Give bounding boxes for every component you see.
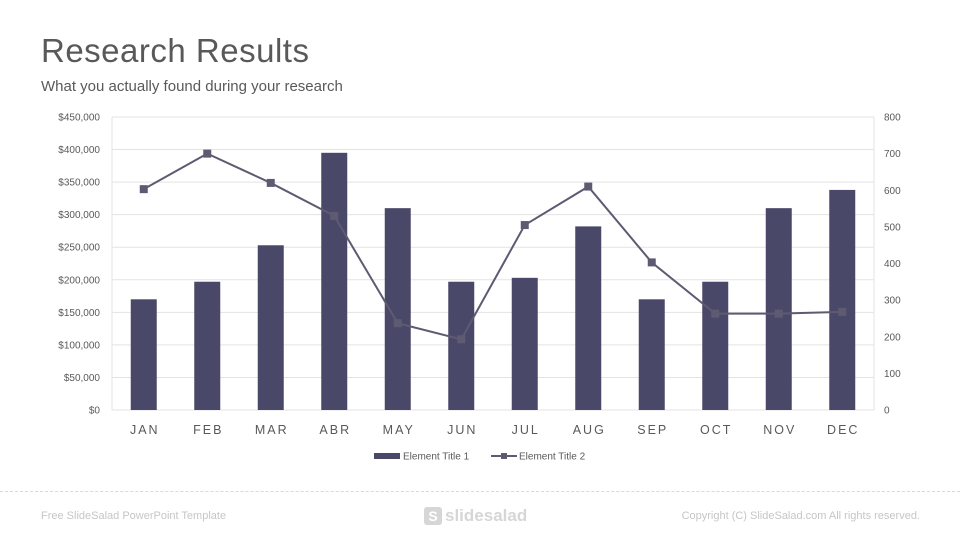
right-axis-tick-label: 700 bbox=[884, 149, 901, 160]
right-axis-tick-label: 0 bbox=[884, 406, 890, 417]
line-series bbox=[139, 149, 847, 344]
bar-jan bbox=[130, 299, 157, 410]
category-label: DEC bbox=[827, 423, 859, 437]
bar-nov bbox=[765, 208, 792, 410]
slidesalad-logo: S slidesalad bbox=[424, 506, 527, 526]
legend-label-line: Element Title 2 bbox=[519, 452, 586, 463]
line-marker-may bbox=[393, 319, 402, 328]
bar-mar bbox=[257, 245, 284, 410]
category-axis: JAN FEB MAR ABR MAY JUN JUL AUG SEP OCT NOV DEC bbox=[130, 423, 859, 437]
category-label: AUG bbox=[573, 423, 606, 437]
left-axis-tick-label: $200,000 bbox=[58, 275, 100, 286]
right-axis-tick-label: 300 bbox=[884, 296, 901, 307]
left-axis-tick-label: $300,000 bbox=[58, 210, 100, 221]
footer-divider bbox=[0, 491, 960, 492]
bar-feb bbox=[194, 281, 221, 410]
legend-swatch-bar bbox=[374, 453, 400, 459]
left-axis-tick-label: $100,000 bbox=[58, 340, 100, 351]
logo-mark-icon: S bbox=[424, 507, 442, 525]
bar-aug bbox=[575, 226, 602, 410]
grid-lines bbox=[111, 116, 875, 411]
page-title: Research Results bbox=[41, 32, 310, 69]
right-axis-tick-label: 200 bbox=[884, 332, 901, 343]
left-axis-tick-label: $450,000 bbox=[58, 113, 100, 124]
category-label: MAY bbox=[383, 423, 415, 437]
line-marker-aug bbox=[584, 182, 593, 191]
right-axis: 0 100 200 300 400 500 600 700 800 bbox=[884, 113, 901, 417]
logo-text: slidesalad bbox=[445, 506, 528, 525]
right-axis-tick-label: 600 bbox=[884, 186, 901, 197]
bar-jun bbox=[448, 281, 475, 410]
left-axis-tick-label: $50,000 bbox=[64, 373, 101, 384]
line-marker-jun bbox=[457, 335, 466, 344]
page-subtitle: What you actually found during your rese… bbox=[41, 78, 343, 95]
bar-jul bbox=[511, 277, 538, 410]
left-axis-tick-label: $350,000 bbox=[58, 178, 100, 189]
legend-label-bar: Element Title 1 bbox=[403, 452, 470, 463]
combo-chart: $0 $50,000 $100,000 $150,000 $200,000 $250,00… bbox=[58, 113, 901, 463]
left-axis-tick-label: $150,000 bbox=[58, 308, 100, 319]
line-marker-dec bbox=[838, 307, 847, 316]
line-marker-abr bbox=[330, 211, 339, 220]
category-label: JUL bbox=[512, 423, 540, 437]
chart-legend: Element Title 1 Element Title 2 bbox=[374, 452, 586, 463]
category-label: FEB bbox=[193, 423, 223, 437]
footer-template-text: Free SlideSalad PowerPoint Template bbox=[41, 510, 227, 522]
right-axis-tick-label: 800 bbox=[884, 113, 901, 124]
legend-swatch-marker bbox=[501, 453, 507, 459]
left-axis-tick-label: $0 bbox=[89, 406, 101, 417]
right-axis-tick-label: 100 bbox=[884, 369, 901, 380]
line-marker-mar bbox=[266, 178, 275, 187]
left-axis-tick-label: $400,000 bbox=[58, 145, 100, 156]
left-axis: $0 $50,000 $100,000 $150,000 $200,000 $250,00… bbox=[58, 113, 100, 417]
line-marker-feb bbox=[203, 149, 212, 158]
line-marker-sep bbox=[647, 258, 656, 267]
right-axis-tick-label: 400 bbox=[884, 259, 901, 270]
bar-series bbox=[130, 152, 856, 411]
line-marker-jul bbox=[520, 221, 529, 230]
line-marker-oct bbox=[711, 309, 720, 318]
category-label: ABR bbox=[319, 423, 351, 437]
right-axis-tick-label: 500 bbox=[884, 222, 901, 233]
bar-oct bbox=[702, 281, 729, 410]
bar-abr bbox=[321, 152, 348, 411]
bar-sep bbox=[638, 299, 665, 410]
line-marker-nov bbox=[774, 309, 783, 318]
left-axis-tick-label: $250,000 bbox=[58, 243, 100, 254]
category-label: NOV bbox=[763, 423, 796, 437]
bar-dec bbox=[829, 189, 856, 410]
line-marker-jan bbox=[139, 185, 148, 194]
category-label: JAN bbox=[130, 423, 160, 437]
category-label: JUN bbox=[447, 423, 477, 437]
footer-copyright: Copyright (C) SlideSalad.com All rights … bbox=[681, 510, 920, 522]
line-path bbox=[143, 152, 843, 341]
category-label: OCT bbox=[700, 423, 732, 437]
category-label: MAR bbox=[255, 423, 289, 437]
category-label: SEP bbox=[637, 423, 668, 437]
